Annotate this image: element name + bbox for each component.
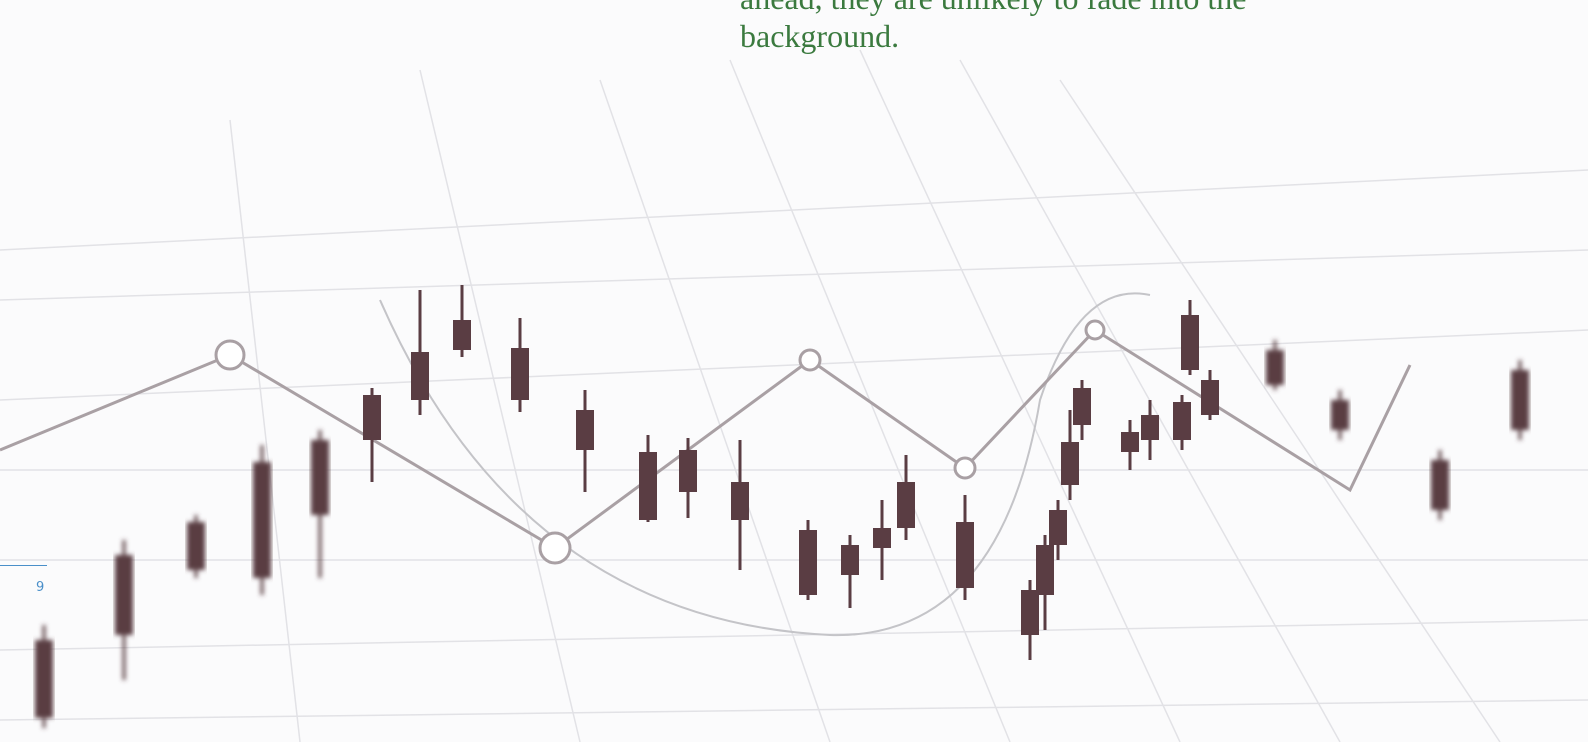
trend-points <box>214 319 1106 565</box>
decoration <box>1084 319 1106 341</box>
candle <box>1121 420 1139 470</box>
body <box>363 395 381 440</box>
candle <box>511 318 529 412</box>
candle <box>897 455 915 540</box>
body <box>1073 388 1091 425</box>
body <box>1431 460 1449 510</box>
decoration <box>859 49 1181 742</box>
body <box>841 545 859 575</box>
candle <box>873 500 891 580</box>
curve <box>379 292 1151 637</box>
candle <box>799 520 817 600</box>
body <box>187 522 205 570</box>
body <box>1021 590 1039 635</box>
footer-rule <box>0 565 47 566</box>
decoration <box>0 699 1588 721</box>
candle <box>1173 395 1191 450</box>
trend-line <box>0 328 1412 550</box>
candle <box>1049 500 1067 560</box>
body <box>311 440 329 515</box>
decoration <box>0 619 1588 651</box>
candle <box>363 388 381 482</box>
body <box>1061 442 1079 485</box>
candle <box>1021 580 1039 660</box>
candle <box>679 438 697 518</box>
body <box>639 452 657 520</box>
candle <box>1141 400 1159 460</box>
body <box>1266 350 1284 385</box>
body <box>35 640 53 718</box>
body <box>411 352 429 400</box>
decoration <box>0 249 1588 301</box>
body <box>873 528 891 548</box>
candlesticks <box>35 285 1529 728</box>
decoration <box>214 339 246 371</box>
candle <box>576 390 594 492</box>
decoration <box>0 169 1588 251</box>
candle <box>1511 360 1529 440</box>
body <box>253 462 271 578</box>
candle <box>956 495 974 600</box>
candle <box>1266 340 1284 390</box>
body-text: ahead, they are unlikely to fade into th… <box>740 0 1246 18</box>
candle <box>731 440 749 570</box>
decoration <box>953 456 977 480</box>
page-number: 9 <box>36 580 45 595</box>
candle <box>1201 370 1219 420</box>
decoration <box>0 329 1588 401</box>
decoration <box>419 69 581 742</box>
candle <box>1181 300 1199 375</box>
body <box>1201 380 1219 415</box>
candle <box>115 540 133 680</box>
candle <box>639 435 657 522</box>
body <box>731 482 749 520</box>
body <box>679 450 697 492</box>
decoration <box>1059 79 1501 742</box>
decoration <box>599 79 831 742</box>
body <box>1331 400 1349 430</box>
body <box>511 348 529 400</box>
candle <box>35 625 53 728</box>
candle <box>253 445 271 595</box>
body <box>453 320 471 350</box>
perspective-grid <box>0 49 1588 742</box>
candle <box>411 290 429 415</box>
decoration <box>229 119 301 742</box>
candle <box>311 430 329 578</box>
candle <box>841 535 859 608</box>
body <box>1173 402 1191 440</box>
body <box>576 410 594 450</box>
candle <box>1431 450 1449 520</box>
body <box>1181 315 1199 370</box>
candle <box>1331 390 1349 440</box>
body <box>956 522 974 588</box>
decoration <box>538 531 572 565</box>
body <box>1141 415 1159 440</box>
decoration <box>798 348 822 372</box>
body <box>115 555 133 635</box>
body <box>1036 545 1054 595</box>
body <box>799 530 817 595</box>
body <box>1511 370 1529 430</box>
body <box>897 482 915 528</box>
body <box>1049 510 1067 545</box>
candle <box>1061 410 1079 500</box>
candle <box>1073 380 1091 440</box>
body-text: background. <box>740 18 900 54</box>
candle <box>1036 535 1054 630</box>
candle <box>453 285 471 357</box>
body <box>1121 432 1139 452</box>
candle <box>187 515 205 578</box>
